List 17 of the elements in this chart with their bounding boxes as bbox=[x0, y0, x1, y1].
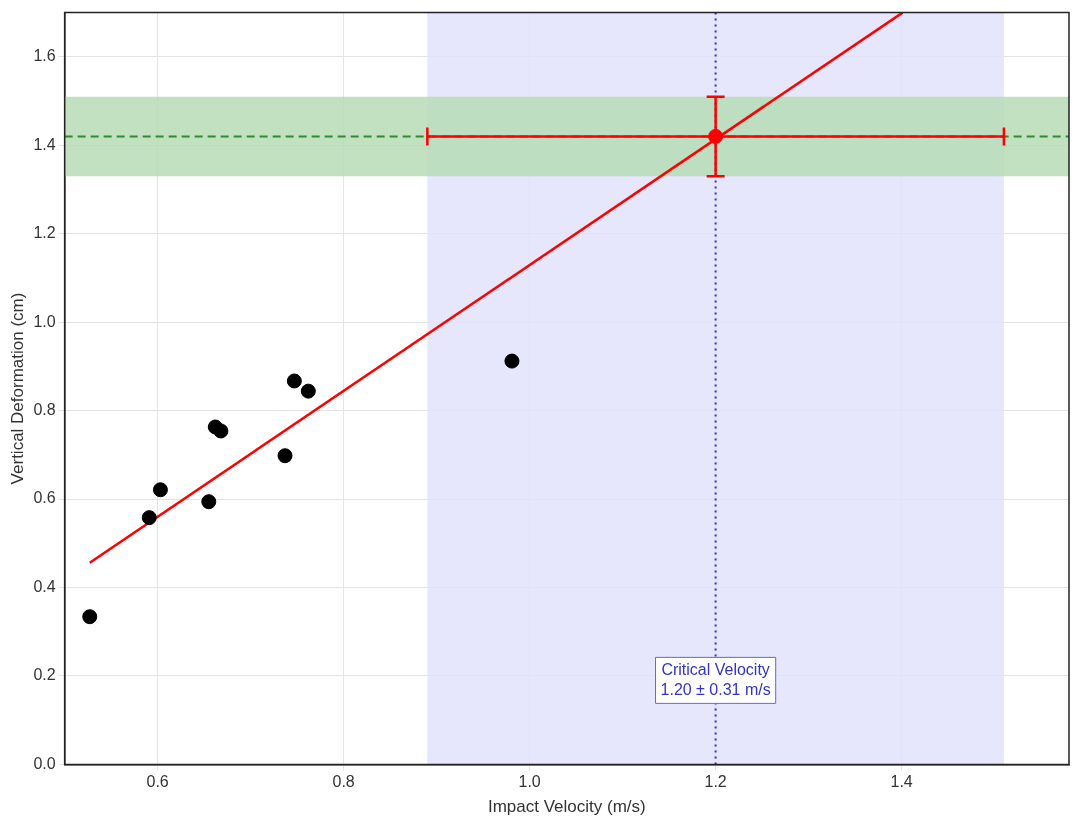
x-tick-label: 0.8 bbox=[332, 773, 355, 791]
x-tick-label: 1.4 bbox=[890, 773, 913, 791]
x-tick-label: 0.6 bbox=[146, 773, 169, 791]
y-tick-label: 1.4 bbox=[33, 135, 56, 153]
annotation: Critical Velocity 1.20 ± 0.31 m/s bbox=[660, 660, 771, 698]
x-tick-label: 1.0 bbox=[518, 773, 541, 791]
y-tick-label: 0.8 bbox=[33, 401, 56, 419]
y-tick-label: 0.4 bbox=[33, 577, 56, 595]
y-tick-label: 1.6 bbox=[33, 47, 56, 65]
y-tick-label: 1.2 bbox=[33, 224, 56, 242]
x-tick-label: 1.2 bbox=[704, 773, 727, 791]
y-tick-label: 0.0 bbox=[33, 754, 56, 772]
x-axis-title: Impact Velocity (m/s) bbox=[487, 797, 646, 817]
y-tick-label: 1.0 bbox=[33, 312, 56, 330]
y-tick-label: 0.6 bbox=[33, 489, 56, 507]
y-tick-label: 0.2 bbox=[33, 666, 56, 684]
y-axis-title: Vertical Deformation (cm) bbox=[7, 292, 27, 485]
